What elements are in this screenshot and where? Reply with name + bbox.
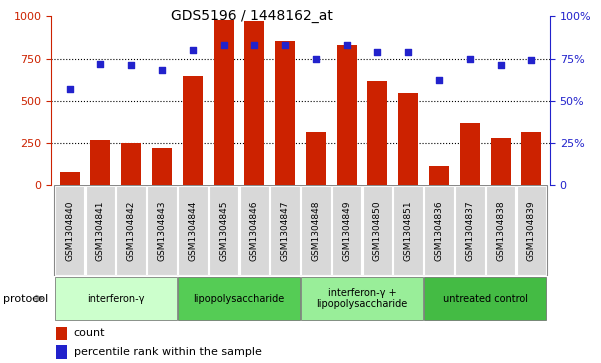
Bar: [367, 81, 388, 185]
Text: GSM1304850: GSM1304850: [373, 200, 382, 261]
Bar: [337, 45, 357, 185]
Point: [65, 86, 75, 92]
Text: GSM1304847: GSM1304847: [281, 200, 290, 261]
Point: [373, 49, 382, 55]
Text: GSM1304842: GSM1304842: [127, 200, 136, 261]
Text: interferon-γ +
lipopolysaccharide: interferon-γ + lipopolysaccharide: [317, 288, 407, 309]
Bar: [56, 327, 67, 340]
Bar: [460, 123, 480, 185]
Text: percentile rank within the sample: percentile rank within the sample: [73, 347, 261, 357]
FancyBboxPatch shape: [209, 186, 239, 275]
Text: GSM1304836: GSM1304836: [435, 200, 444, 261]
Bar: [90, 139, 111, 185]
Point: [403, 49, 413, 55]
Point: [249, 42, 259, 48]
Bar: [59, 172, 79, 185]
Bar: [306, 132, 326, 185]
Text: GSM1304841: GSM1304841: [96, 200, 105, 261]
FancyBboxPatch shape: [301, 277, 423, 320]
Text: GSM1304840: GSM1304840: [65, 200, 74, 261]
Text: GSM1304851: GSM1304851: [404, 200, 413, 261]
FancyBboxPatch shape: [55, 186, 84, 275]
Point: [465, 56, 475, 61]
FancyBboxPatch shape: [55, 277, 177, 320]
Text: GSM1304846: GSM1304846: [250, 200, 259, 261]
FancyBboxPatch shape: [117, 186, 146, 275]
Text: untreated control: untreated control: [443, 294, 528, 303]
Bar: [152, 148, 172, 185]
Text: GSM1304838: GSM1304838: [496, 200, 505, 261]
Text: GSM1304837: GSM1304837: [465, 200, 474, 261]
Bar: [121, 143, 141, 185]
FancyBboxPatch shape: [455, 186, 484, 275]
Bar: [56, 346, 67, 359]
Text: GSM1304848: GSM1304848: [311, 200, 320, 261]
FancyBboxPatch shape: [424, 277, 546, 320]
FancyBboxPatch shape: [332, 186, 361, 275]
Point: [157, 68, 166, 73]
Text: GSM1304849: GSM1304849: [342, 200, 351, 261]
FancyBboxPatch shape: [517, 186, 546, 275]
Text: GSM1304843: GSM1304843: [157, 200, 166, 261]
Point: [311, 56, 321, 61]
Point: [496, 62, 505, 68]
Bar: [275, 41, 295, 185]
FancyBboxPatch shape: [424, 186, 454, 275]
Bar: [213, 20, 234, 185]
FancyBboxPatch shape: [270, 186, 300, 275]
Text: interferon-γ: interferon-γ: [87, 294, 144, 303]
FancyBboxPatch shape: [240, 186, 269, 275]
Bar: [398, 93, 418, 185]
Text: GSM1304844: GSM1304844: [188, 200, 197, 261]
Point: [280, 42, 290, 48]
Text: lipopolysaccharide: lipopolysaccharide: [194, 294, 284, 303]
Point: [526, 57, 536, 63]
FancyBboxPatch shape: [178, 277, 300, 320]
Bar: [490, 138, 511, 185]
Bar: [429, 166, 449, 185]
Point: [435, 78, 444, 83]
Point: [96, 61, 105, 66]
FancyBboxPatch shape: [486, 186, 516, 275]
Text: protocol: protocol: [3, 294, 48, 303]
Text: GSM1304839: GSM1304839: [527, 200, 536, 261]
Point: [188, 47, 198, 53]
FancyBboxPatch shape: [85, 186, 115, 275]
FancyBboxPatch shape: [178, 186, 207, 275]
FancyBboxPatch shape: [394, 186, 423, 275]
Text: GSM1304845: GSM1304845: [219, 200, 228, 261]
FancyBboxPatch shape: [301, 186, 331, 275]
Text: count: count: [73, 329, 105, 338]
Bar: [244, 21, 264, 185]
Point: [219, 42, 228, 48]
Text: GDS5196 / 1448162_at: GDS5196 / 1448162_at: [171, 9, 334, 23]
Bar: [183, 76, 203, 185]
FancyBboxPatch shape: [362, 186, 392, 275]
Bar: [522, 132, 542, 185]
Point: [342, 42, 352, 48]
FancyBboxPatch shape: [147, 186, 177, 275]
Point: [126, 62, 136, 68]
